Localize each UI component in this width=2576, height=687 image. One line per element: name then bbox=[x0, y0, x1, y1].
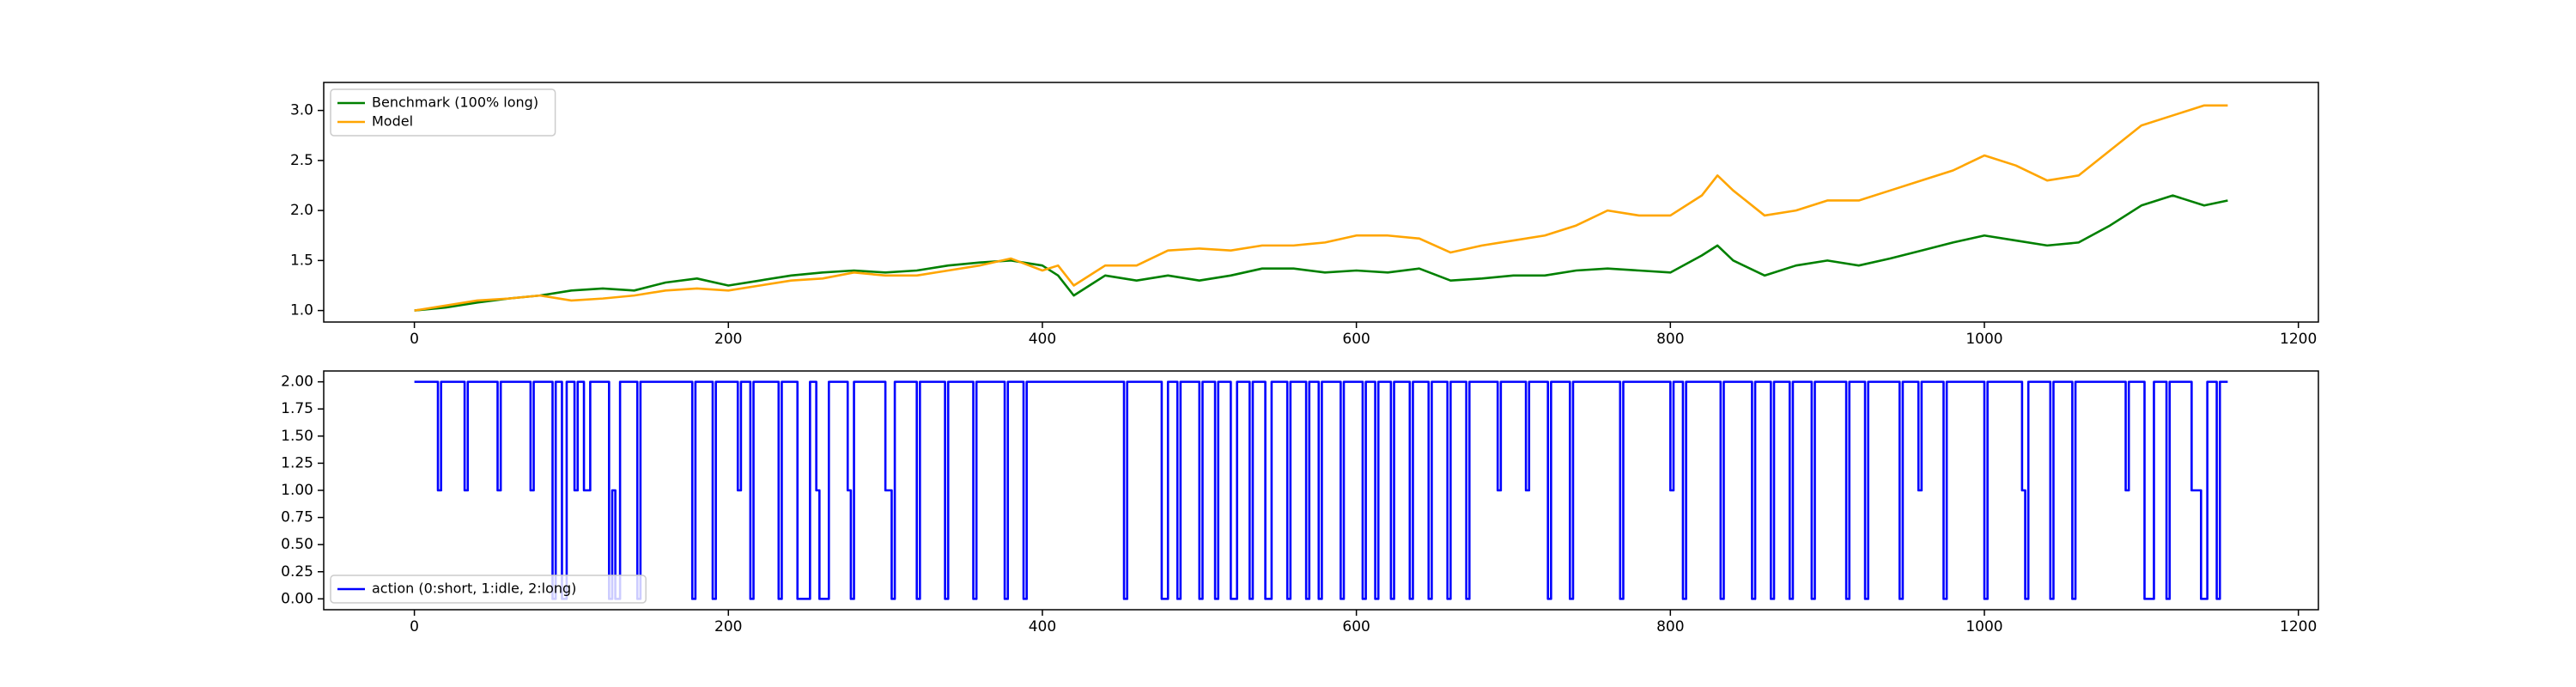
subplot: 0 200 400 600 800 1000 1200 0.00 0.25 0.50 0.75 1.0… bbox=[281, 370, 2319, 635]
y-tick-label: 2.5 bbox=[290, 152, 313, 169]
y-tick-label: 1.75 bbox=[281, 400, 313, 417]
series-line bbox=[414, 194, 2228, 312]
y-tick-label: 1.25 bbox=[281, 454, 313, 471]
x-tick-label: 400 bbox=[1029, 618, 1056, 635]
legend-label: Model bbox=[372, 113, 413, 130]
x-tick-label: 600 bbox=[1342, 618, 1370, 635]
x-tick-label: 0 bbox=[410, 618, 419, 635]
x-tick-label: 200 bbox=[714, 331, 742, 348]
x-tick-label: 200 bbox=[714, 618, 742, 635]
x-tick-label: 800 bbox=[1656, 331, 1684, 348]
series-line bbox=[414, 104, 2228, 312]
axes-frame bbox=[323, 82, 2319, 323]
y-tick-label: 0.50 bbox=[281, 536, 313, 553]
y-tick-label: 1.00 bbox=[281, 482, 313, 499]
legend-box bbox=[330, 575, 647, 604]
series-line bbox=[414, 380, 2228, 600]
x-tick-label: 600 bbox=[1342, 331, 1370, 348]
legend-label: action (0:short, 1:idle, 2:long) bbox=[372, 581, 576, 597]
legend-label: Benchmark (100% long) bbox=[372, 94, 538, 111]
x-tick-label: 400 bbox=[1029, 331, 1056, 348]
y-tick-label: 1.0 bbox=[290, 302, 313, 319]
y-tick-label: 2.00 bbox=[281, 374, 313, 391]
x-tick-label: 1200 bbox=[2280, 618, 2317, 635]
y-tick-label: 0.75 bbox=[281, 509, 313, 526]
x-tick-label: 1000 bbox=[1965, 618, 2002, 635]
y-tick-label: 1.50 bbox=[281, 428, 313, 445]
y-tick-label: 3.0 bbox=[290, 102, 313, 119]
axes-frame bbox=[323, 370, 2319, 611]
x-tick-label: 1000 bbox=[1965, 331, 2002, 348]
y-tick-label: 0.00 bbox=[281, 590, 313, 607]
y-tick-label: 0.25 bbox=[281, 563, 313, 581]
x-tick-label: 0 bbox=[410, 331, 419, 348]
x-tick-label: 800 bbox=[1656, 618, 1684, 635]
x-tick-label: 1200 bbox=[2280, 331, 2317, 348]
legend-box bbox=[330, 88, 556, 137]
y-tick-label: 2.0 bbox=[290, 202, 313, 219]
y-tick-label: 1.5 bbox=[290, 252, 313, 269]
subplot: 0 200 400 600 800 1000 1200 1.0 1.5 2.0 2.5 3.0 Benc… bbox=[290, 82, 2319, 348]
